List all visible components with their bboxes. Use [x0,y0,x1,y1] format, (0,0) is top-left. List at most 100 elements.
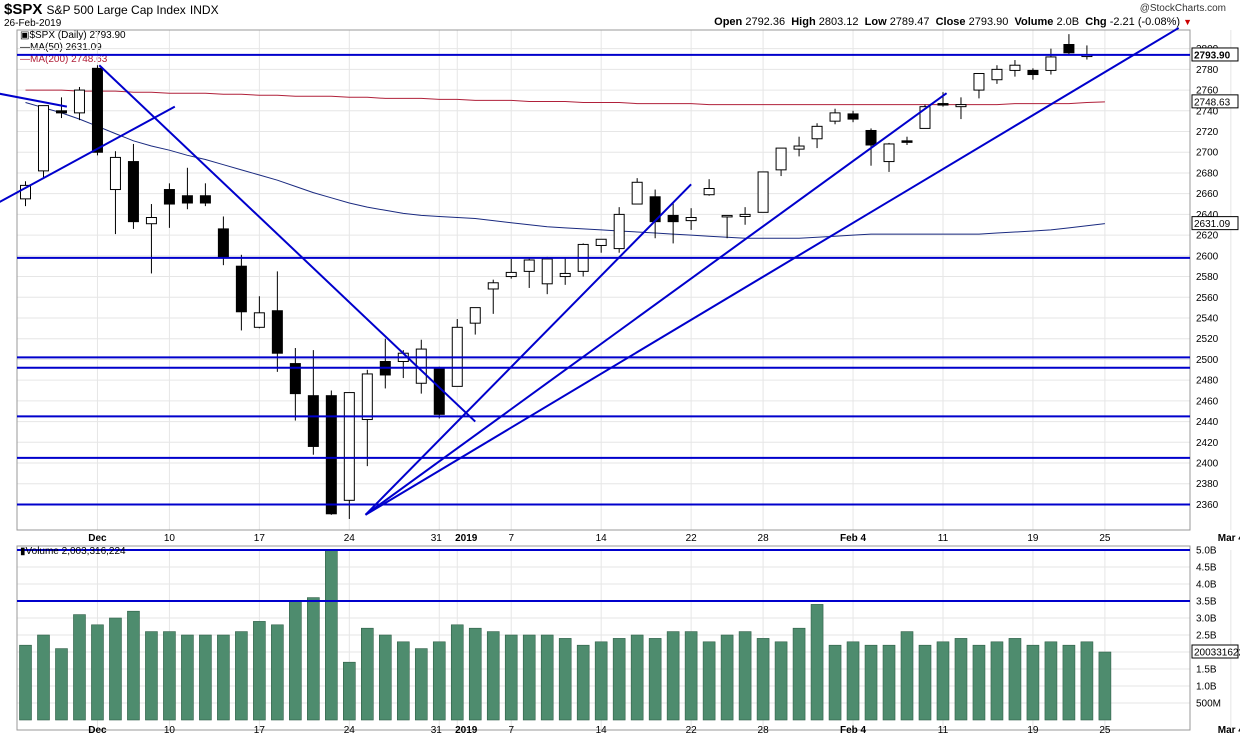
volume-x-tick-label: 28 [758,725,770,736]
high-label: High [791,16,816,28]
volume-bar [361,627,374,721]
candle-body [487,282,499,290]
price-tick-label: 2780 [1196,65,1219,76]
volume-panel-frame [16,545,1191,731]
price-tick-label: 2560 [1196,293,1219,304]
volume-bar [19,644,32,721]
volume-bar [630,634,644,721]
candle-body [361,373,373,421]
volume-bar [738,631,752,721]
candle-body [1063,44,1075,54]
price-tick-label: 2580 [1196,272,1219,283]
volume-x-tick-label: Feb 4 [840,725,867,736]
volume-bar [55,648,68,721]
last-volume-tag-box [1191,644,1239,659]
legend-ma200: —MA(200) 2748.63 [20,54,108,65]
high-value: 2803.12 [818,16,859,28]
volume-bar [181,634,194,721]
x-tick-label: 25 [1099,533,1111,544]
candle-body [559,272,571,278]
candle-body [1045,56,1057,71]
volume-bar [684,631,698,721]
volume-bar [1044,641,1058,721]
volume-bar [666,631,680,721]
price-tick-label: 2500 [1196,355,1219,366]
chg-value: -2.21 (-0.08%) [1109,16,1181,28]
price-tick-label: 2460 [1196,396,1219,407]
volume-bar [1098,651,1112,721]
volume-bar [145,631,158,721]
volume-x-tick-label: 7 [508,725,514,736]
x-tick-label: 24 [344,533,356,544]
volume-bar [307,597,320,721]
trendline [364,92,948,516]
candle-body [199,195,211,204]
candle-body [523,259,535,272]
legend-price: ▣$SPX (Daily) 2793.90 [20,30,126,41]
x-tick-label: 22 [686,533,698,544]
x-tick-label: Dec [88,533,107,544]
candle-body [145,217,157,225]
volume-bar [936,641,950,721]
volume-tick-label: 4.5B [1196,563,1217,574]
volume-bar [648,638,662,721]
candle-body [91,67,103,153]
price-legend: ▣$SPX (Daily) 2793.90 —MA(50) 2631.09 —M… [20,30,126,66]
candle-body [667,214,679,223]
index-name: S&P 500 Large Cap Index [46,3,186,17]
volume-bar [522,634,536,721]
low-label: Low [864,16,887,28]
volume-bar [325,549,338,721]
volume-bar [271,624,284,721]
volume-bar [702,641,716,721]
ma50-value-tag: 2631.09 [1194,219,1231,230]
price-tick-label: 2640 [1196,210,1219,221]
volume-bar [504,634,518,721]
volume-x-tick-label: 22 [686,725,698,736]
volume-tick-label: 3.0B [1196,614,1217,625]
volume-bar [594,641,608,721]
candle-body [1009,64,1021,71]
candle-body [55,110,67,114]
candle-body [73,89,85,114]
candle-body [289,363,301,395]
volume-x-tick-label: 24 [344,725,356,736]
volume-tick-label: 2.5B [1196,631,1217,642]
volume-bar [612,638,626,721]
volume-x-tick-label: 19 [1027,725,1039,736]
price-tick-label: 2540 [1196,313,1219,324]
volume-bar [289,600,302,721]
low-value: 2789.47 [889,16,930,28]
candle-body [973,73,985,91]
volume-bar [1026,644,1040,721]
volume-bar [900,631,914,721]
volume-tick-label: 1.5B [1196,665,1217,676]
ma200-value-tag: 2748.63 [1194,97,1231,108]
candle-body [217,228,229,259]
volume-bar [954,638,968,721]
volume-x-tick-label: 11 [938,725,949,736]
candle-body [937,103,949,106]
price-tick-label: 2720 [1196,127,1219,138]
candle-body [631,181,643,205]
price-tick-label: 2440 [1196,417,1219,428]
volume-bar [1008,638,1022,721]
candle-body [307,395,319,447]
candle-body [595,238,607,246]
x-tick-label: 17 [254,533,266,544]
symbol: $SPX [4,1,43,18]
volume-label: Volume [1014,16,1054,28]
volume-bar [37,634,50,721]
volume-bar [199,634,212,721]
volume-bar [774,641,788,721]
volume-bar [253,621,266,721]
volume-bar [486,631,500,721]
volume-bar [91,624,104,721]
price-tick-label: 2700 [1196,148,1219,159]
candle-body [271,310,283,354]
volume-bar [396,641,410,721]
candle-body [955,104,967,108]
candle-body [991,68,1003,81]
candle-body [685,217,697,222]
close-label: Close [935,16,966,28]
